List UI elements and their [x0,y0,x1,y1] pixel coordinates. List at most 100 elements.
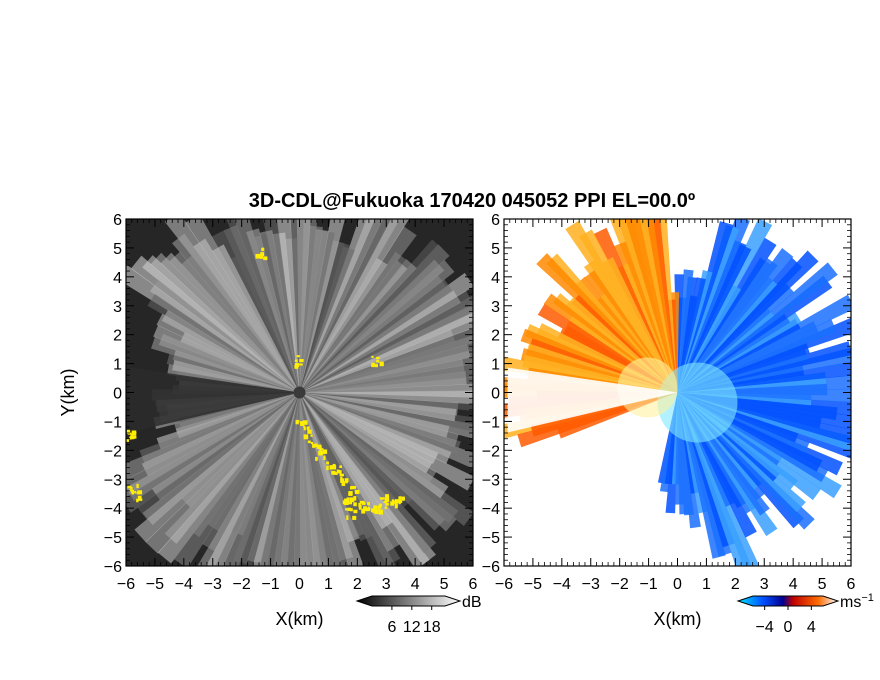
figure-title: 3D-CDL@Fukuoka 170420 045052 PPI EL=00.0… [249,190,695,212]
y-tick-label: −3 [104,472,122,489]
y-tick-label: 2 [491,328,500,345]
intensity-highlight-echo [374,364,378,368]
intensity-ray [299,219,410,393]
velocity-ray [677,257,778,393]
intensity-ray [166,353,300,393]
intensity-ray [299,392,459,447]
intensity-x-axis-label: X(km) [276,609,324,629]
colorbar-tick-label: 6 [387,619,396,636]
intensity-ray [299,392,437,483]
x-tick-label: −5 [146,576,164,593]
intensity-highlight-echo [333,472,338,475]
intensity-highlight-echo [318,451,323,456]
y-tick-label: −2 [482,443,500,460]
intensity-ray [238,392,300,566]
x-tick-label: −2 [611,576,629,593]
intensity-ray [299,392,457,532]
intensity-ray [299,392,459,416]
intensity-highlight-echo [134,491,137,494]
intensity-highlight-echo [349,497,355,503]
intensity-highlight-echo [339,465,342,469]
intensity-ray [299,392,450,438]
intensity-highlight-echo [302,420,308,425]
intensity-highlight-echo [401,496,405,501]
y-tick-label: −3 [482,472,500,489]
velocity-colorbar-bar [736,595,840,607]
intensity-highlight-echo [316,444,322,449]
intensity-colorbar-bar [355,595,462,607]
intensity-highlight-echo [323,455,326,460]
velocity-ray [677,224,740,393]
intensity-highlight-echo [353,502,357,507]
intensity-highlight-echo [137,490,143,495]
intensity-ray [142,255,300,393]
intensity-ray [299,392,473,469]
x-tick-label: −6 [495,576,513,593]
intensity-highlight-echo [391,499,395,505]
intensity-highlight-echo [379,497,385,500]
x-tick-label: 0 [295,576,304,593]
intensity-highlight-echo [338,470,342,474]
velocity-ray [677,257,771,393]
intensity-highlight-echo [299,363,303,366]
intensity-ray [299,392,315,566]
x-tick-label: −3 [204,576,222,593]
x-tick-label: −3 [582,576,600,593]
intensity-ray [299,392,446,531]
velocity-ray [677,219,750,393]
y-tick-label: 5 [491,241,500,258]
intensity-ray [172,350,300,393]
intensity-highlight-echo [394,503,398,509]
velocity-x-axis-label: X(km) [654,609,702,629]
intensity-highlight-echo [126,429,131,435]
colorbar-tick-label: 18 [423,619,441,636]
intensity-highlight-echo [329,465,333,470]
y-tick-label: 1 [113,357,122,374]
intensity-ray [299,259,417,393]
velocity-panel: −6−6 −5 −5 −4 −4 −3 −3 −2 −2 −1 −1 0 0 1 1 2 2 3 3 4 4 5 5 6 6 X… [482,212,874,636]
intensity-highlight-echo [303,425,306,428]
intensity-highlight-echo [296,355,301,358]
intensity-ray [175,392,300,439]
intensity-highlight-echo [361,508,366,514]
y-tick-label: −6 [482,559,500,576]
intensity-highlight-echo [358,502,361,508]
intensity-highlight-echo [319,447,322,452]
velocity-ray [677,269,694,393]
intensity-ray [299,246,355,393]
x-tick-label: 4 [411,576,420,593]
x-tick-label: 5 [440,576,449,593]
intensity-highlight-echo [376,359,380,363]
radar-site-marker [293,386,306,399]
velocity-ray [677,270,713,393]
x-tick-label: 4 [789,576,798,593]
intensity-highlight-echo [373,508,377,511]
velocity-ray [677,219,773,393]
intensity-ray [299,392,461,455]
intensity-ray [299,392,473,527]
intensity-highlight-echo [299,359,304,363]
intensity-highlight-echo [296,420,300,423]
intensity-highlight-echo [307,440,311,444]
intensity-highlight-echo [352,515,357,520]
colorbar-tick-label: −4 [756,619,774,636]
velocity-near-zero-core [657,362,738,443]
intensity-highlight-echo [303,434,309,440]
intensity-highlight-echo [131,491,135,495]
y-tick-label: 3 [491,299,500,316]
intensity-ray [207,392,300,532]
intensity-highlight-echo [332,463,336,469]
intensity-ray [299,240,345,393]
intensity-highlight-echo [138,498,143,501]
velocity-ray [677,392,851,416]
intensity-ray [299,260,408,393]
velocity-ray [677,248,794,393]
intensity-ray [156,313,300,393]
intensity-ray [161,309,300,393]
intensity-highlight-echo [306,426,310,430]
y-tick-label: −1 [104,414,122,431]
intensity-ray [147,293,300,393]
intensity-highlight-echo [255,253,261,259]
